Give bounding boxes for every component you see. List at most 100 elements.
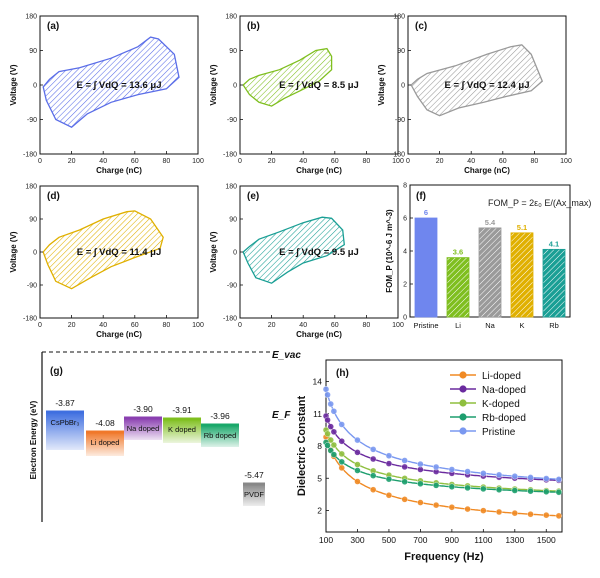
pe-xtick: 80 xyxy=(163,158,171,165)
pe-panel-li: 0 20 40 60 80 100 180 90 0 -90 -180 Charge (nC) Volt… xyxy=(209,14,404,176)
line-ytick: 11 xyxy=(313,409,322,419)
pe-xtick: 40 xyxy=(299,322,307,329)
series-point xyxy=(464,484,471,492)
bar-category-label: Na xyxy=(485,321,495,330)
series-point xyxy=(432,482,440,489)
pe-panel-label: (c) xyxy=(415,21,427,32)
pe-ytick: -90 xyxy=(27,117,37,124)
bar-category-label: Rb xyxy=(549,321,559,330)
series-point xyxy=(385,460,393,467)
line-ytick: 14 xyxy=(313,377,323,387)
series-point xyxy=(327,423,334,430)
series-point xyxy=(480,485,487,493)
pe-ytick: 0 xyxy=(33,250,37,257)
energy-level-name: Na doped xyxy=(127,424,160,433)
line-xtick: 1100 xyxy=(474,535,493,545)
pe-xtick: 20 xyxy=(436,158,444,165)
pe-ytick: -180 xyxy=(223,316,237,323)
bar-pristine xyxy=(414,217,438,318)
series-point xyxy=(480,470,487,477)
pe-panel-label: (b) xyxy=(247,21,260,32)
pe-xtick: 0 xyxy=(406,158,410,165)
series-point xyxy=(543,488,550,495)
series-pristine xyxy=(322,386,563,483)
bar-ylabel: FOM_P (10^-6 J m^-3) xyxy=(385,209,394,293)
line-series xyxy=(322,386,563,520)
pe-xtick: 60 xyxy=(331,322,339,329)
series-point xyxy=(401,457,408,464)
pe-xtick: 40 xyxy=(99,322,107,329)
series-point xyxy=(370,446,377,453)
pe-ylabel: Voltage (V) xyxy=(9,231,18,273)
pe-ytick: 0 xyxy=(401,83,405,90)
pe-xtick: 100 xyxy=(192,322,204,329)
pe-energy-text: E = ∫ VdQ = 13.6 μJ xyxy=(77,80,162,91)
vacuum-label: E_vac xyxy=(272,350,301,361)
series-point xyxy=(464,468,471,475)
pe-xtick: 80 xyxy=(531,158,539,165)
pe-ytick: -180 xyxy=(23,152,37,159)
series-point xyxy=(432,463,440,471)
pe-xtick: 60 xyxy=(499,158,507,165)
energy-level-name: PVDF xyxy=(244,490,264,499)
series-line xyxy=(325,441,559,493)
energy-value: -3.87 xyxy=(55,398,75,408)
series-point xyxy=(495,486,503,493)
pe-xtick: 60 xyxy=(131,158,139,165)
pe-xlabel: Charge (nC) xyxy=(96,330,142,339)
pe-ytick: -180 xyxy=(223,152,237,159)
pe-xtick: 60 xyxy=(331,158,339,165)
pe-energy-text: E = ∫ VdQ = 8.5 μJ xyxy=(279,80,359,91)
bar-ytick: 8 xyxy=(403,183,407,190)
series-point xyxy=(417,466,424,473)
energy-level-name: K doped xyxy=(168,425,196,434)
pe-xtick: 20 xyxy=(268,322,276,329)
pe-ytick: 90 xyxy=(229,217,237,224)
pe-loop-shape xyxy=(42,36,180,128)
pe-xtick: 20 xyxy=(68,158,76,165)
line-ylabel: Dielectric Constant xyxy=(296,396,308,497)
pe-xtick: 80 xyxy=(363,158,371,165)
line-xlabel: Frequency (Hz) xyxy=(404,551,484,563)
panel-label-h: (h) xyxy=(336,368,349,379)
pe-xtick: 80 xyxy=(363,322,371,329)
pe-ytick: 0 xyxy=(233,250,237,257)
line-ytick: 5 xyxy=(317,473,322,483)
pe-loop-shape xyxy=(42,210,164,290)
series-point xyxy=(417,460,424,468)
pe-ytick: -180 xyxy=(391,152,405,159)
fom-formula: FOM_P = 2ε₀ E/(Ax_max) xyxy=(488,198,591,208)
pe-xtick: 100 xyxy=(192,158,204,165)
panel-label-g: (g) xyxy=(50,366,63,377)
pe-xtick: 40 xyxy=(299,158,307,165)
pe-energy-text: E = ∫ VdQ = 11.4 μJ xyxy=(77,247,161,258)
energy-level-name: CsPbBr₃ xyxy=(51,418,80,427)
energy-value: -3.96 xyxy=(210,411,230,421)
series-point xyxy=(401,496,408,503)
line-xtick: 100 xyxy=(319,535,333,545)
pe-energy-text: E = ∫ VdQ = 9.5 μJ xyxy=(279,247,359,258)
energy-block-0 xyxy=(46,412,84,450)
line-xtick: 500 xyxy=(382,535,396,545)
pe-xlabel: Charge (nC) xyxy=(96,166,142,175)
series-point xyxy=(324,430,331,438)
series-line xyxy=(325,429,559,492)
series-point xyxy=(527,487,534,495)
legend-label: Li-doped xyxy=(482,371,521,382)
series-point xyxy=(511,487,518,494)
series-point xyxy=(511,473,518,480)
legend-marker xyxy=(459,399,467,407)
pe-xlabel: Charge (nC) xyxy=(464,166,510,175)
pe-xtick: 0 xyxy=(38,322,42,329)
pe-xtick: 20 xyxy=(268,158,276,165)
line-xtick: 900 xyxy=(445,535,459,545)
series-point xyxy=(330,428,338,436)
series-point xyxy=(432,501,440,509)
series-line xyxy=(325,415,559,482)
series-point xyxy=(354,449,361,456)
pe-xtick: 100 xyxy=(392,322,404,329)
pe-ytick: -90 xyxy=(395,117,405,124)
series-line xyxy=(325,389,559,480)
